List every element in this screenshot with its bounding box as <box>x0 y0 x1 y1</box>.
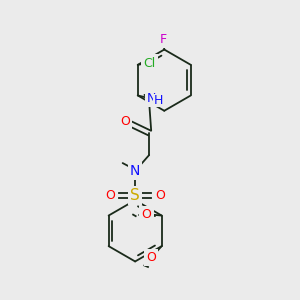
Text: O: O <box>120 115 130 128</box>
Text: F: F <box>160 33 167 46</box>
Text: O: O <box>142 208 152 221</box>
Text: H: H <box>153 94 163 107</box>
Text: S: S <box>130 188 140 203</box>
Text: N: N <box>147 92 156 105</box>
Text: O: O <box>106 189 116 202</box>
Text: O: O <box>155 189 165 202</box>
Text: Cl: Cl <box>143 57 156 70</box>
Text: O: O <box>146 251 156 264</box>
Text: N: N <box>130 164 140 178</box>
